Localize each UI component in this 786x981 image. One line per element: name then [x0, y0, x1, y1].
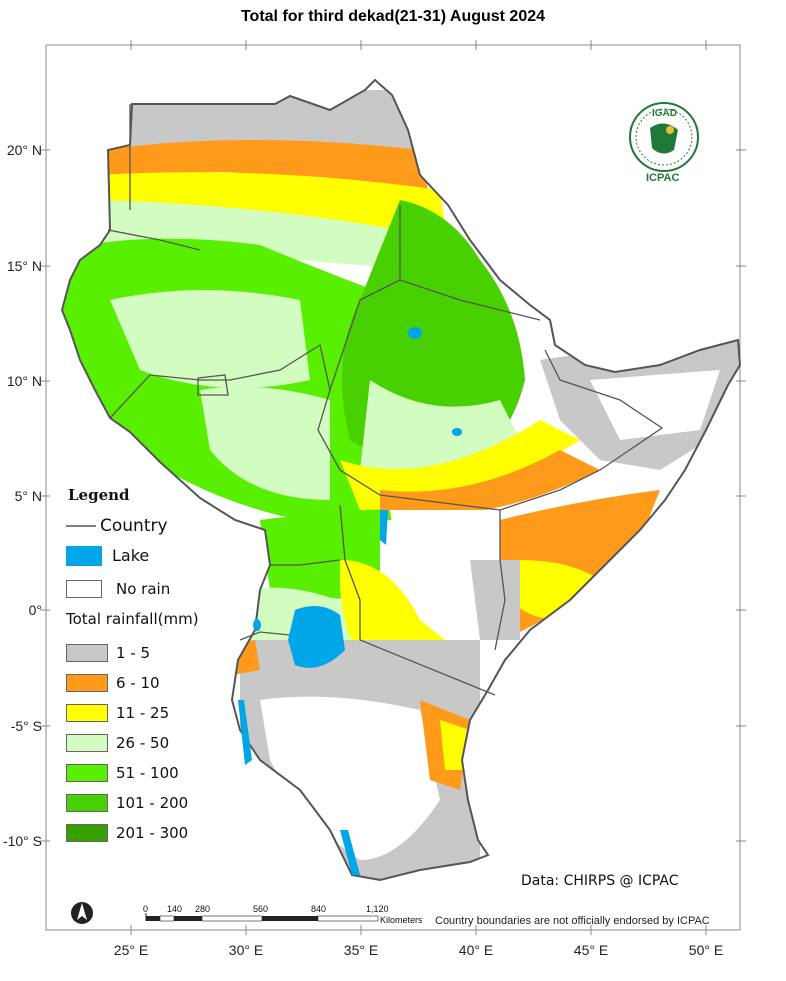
legend-class-swatch — [66, 644, 108, 662]
scale-bar — [145, 913, 379, 922]
lake-turkana — [380, 510, 388, 545]
lat-label-5s: -5° S — [10, 718, 42, 734]
lake-tanganyika — [238, 700, 252, 765]
logo-igad-text: IGAD — [652, 108, 677, 119]
legend-class-swatch — [66, 794, 108, 812]
scale-tick-1120: 1,120 — [366, 904, 389, 914]
lon-label-25e: 25° E — [113, 942, 149, 958]
lon-label-40e: 40° E — [458, 942, 494, 958]
scale-tick-840: 840 — [311, 904, 327, 914]
legend-class-label: 51 - 100 — [116, 764, 179, 782]
scale-tick-0: 0 — [143, 904, 149, 914]
north-arrow-icon — [71, 902, 93, 924]
legend-class-label: 1 - 5 — [116, 644, 151, 662]
legend-no-rain-swatch — [66, 580, 102, 598]
lake-albert — [253, 619, 261, 631]
map-title: Total for third dekad(21-31) August 2024 — [240, 8, 546, 25]
scale-unit: Kilometers — [380, 915, 423, 925]
legend-lake-label: Lake — [112, 546, 150, 565]
scale-tick-280: 280 — [195, 904, 211, 914]
lon-label-30e: 30° E — [228, 942, 264, 958]
legend-class-swatch — [66, 824, 108, 842]
lat-label-15n: 15° N — [6, 258, 42, 274]
legend-no-rain-label: No rain — [116, 580, 171, 598]
lat-label-10n: 10° N — [6, 373, 42, 389]
legend-country-label: Country — [100, 516, 168, 536]
legend-class-label: 11 - 25 — [116, 704, 170, 722]
lon-label-45e: 45° E — [573, 942, 609, 958]
lon-label-35e: 35° E — [343, 942, 379, 958]
lake-tana — [408, 327, 422, 339]
logo-icpac-text: ICPAC — [646, 172, 680, 184]
legend-class-swatch — [66, 764, 108, 782]
lat-label-10s: -10° S — [2, 833, 42, 849]
lat-label-20n: 20° N — [6, 142, 42, 158]
legend-class-label: 101 - 200 — [116, 794, 189, 812]
rift-lake — [452, 428, 462, 436]
legend-class-label: 26 - 50 — [116, 734, 170, 752]
scale-tick-140: 140 — [167, 904, 183, 914]
lake-victoria — [288, 606, 345, 668]
igad-logo — [629, 102, 699, 172]
legend-rainfall-title: Total rainfall(mm) — [66, 610, 199, 628]
lon-label-50e: 50° E — [688, 942, 724, 958]
lat-label-5n: 5° N — [14, 488, 42, 504]
scale-tick-560: 560 — [253, 904, 269, 914]
boundary-disclaimer: Country boundaries are not officially en… — [435, 915, 710, 927]
data-credit: Data: CHIRPS @ ICPAC — [521, 873, 679, 889]
legend-class-swatch — [66, 734, 108, 752]
legend-class-swatch — [66, 704, 108, 722]
lakes — [238, 327, 462, 875]
legend-class-label: 6 - 10 — [116, 674, 160, 692]
lake-malawi — [340, 830, 360, 875]
legend-lake-swatch — [66, 546, 102, 566]
lat-label-0: 0° — [28, 602, 42, 618]
legend-title: Legend — [68, 486, 130, 504]
legend-class-swatch — [66, 674, 108, 692]
legend-class-label: 201 - 300 — [116, 824, 189, 842]
map-frame — [45, 44, 741, 931]
graticule-ticks — [40, 40, 746, 935]
